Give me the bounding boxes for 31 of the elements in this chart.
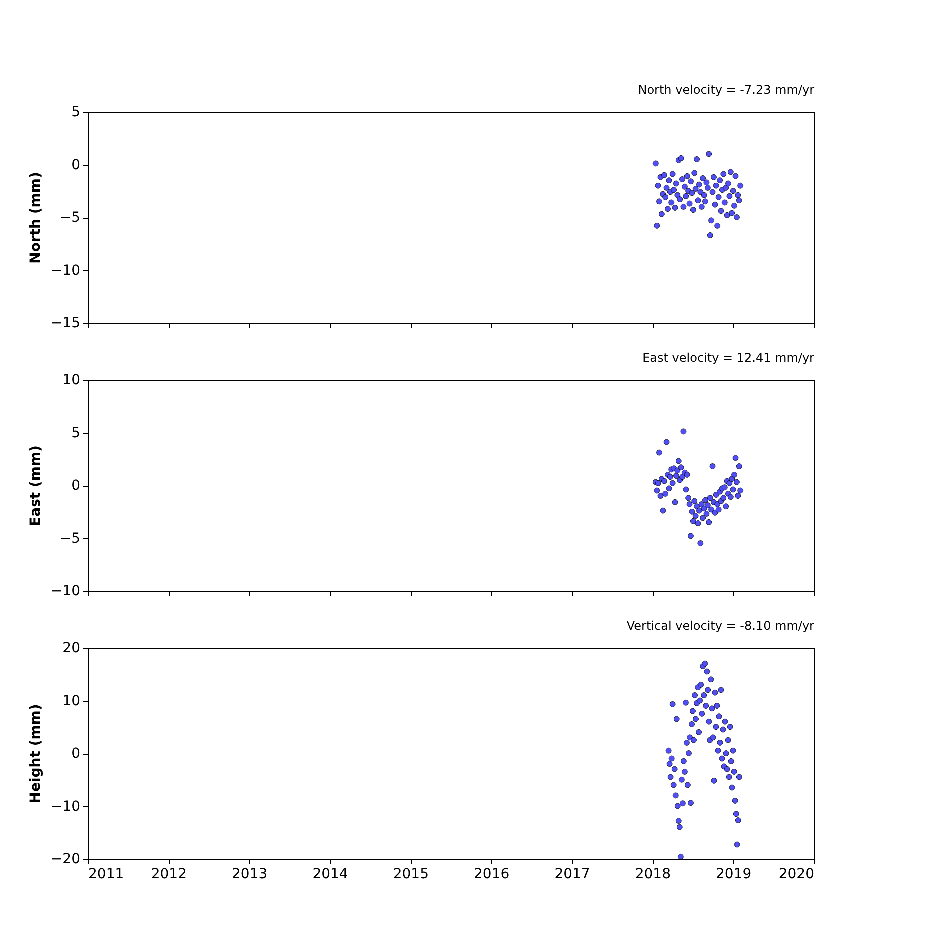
- x-tick-label: 2011: [88, 866, 124, 882]
- y-tick-label: −10: [50, 584, 80, 600]
- y-tick-label: 0: [72, 478, 80, 494]
- x-tick-label: 2012: [151, 866, 187, 882]
- x-tick-label: 2014: [312, 866, 348, 882]
- x-tick-label: 2016: [474, 866, 510, 882]
- y-tick-label: −10: [50, 798, 80, 815]
- x-tick-label: 2018: [635, 866, 671, 882]
- x-tick-label: 2017: [554, 866, 590, 882]
- y-tick-label: 5: [72, 104, 80, 120]
- y-tick-label: −20: [50, 852, 80, 868]
- x-tick-label: 2015: [393, 866, 429, 882]
- x-tick-label: 2019: [716, 866, 752, 882]
- chart-title: North velocity = -7.23 mm/yr: [638, 83, 815, 97]
- y-tick-label: 10: [62, 693, 80, 710]
- y-axis-title: North (mm): [28, 172, 44, 264]
- y-tick-label: 0: [72, 157, 80, 174]
- chart-title: Vertical velocity = -8.10 mm/yr: [626, 619, 815, 633]
- chart-title: East velocity = 12.41 mm/yr: [642, 351, 815, 365]
- y-tick-label: −15: [50, 316, 80, 332]
- x-tick-label: 2020: [778, 866, 814, 882]
- x-tick-label: 2013: [232, 866, 268, 882]
- y-tick-label: −5: [60, 210, 80, 226]
- y-axis-title: Height (mm): [28, 704, 44, 804]
- y-axis-title: East (mm): [28, 446, 44, 526]
- y-tick-label: −10: [50, 262, 80, 279]
- y-tick-label: 10: [62, 372, 80, 388]
- y-tick-label: 20: [62, 640, 80, 656]
- y-tick-label: 0: [72, 746, 80, 762]
- y-tick-label: 5: [72, 425, 80, 442]
- y-tick-label: −5: [60, 530, 80, 547]
